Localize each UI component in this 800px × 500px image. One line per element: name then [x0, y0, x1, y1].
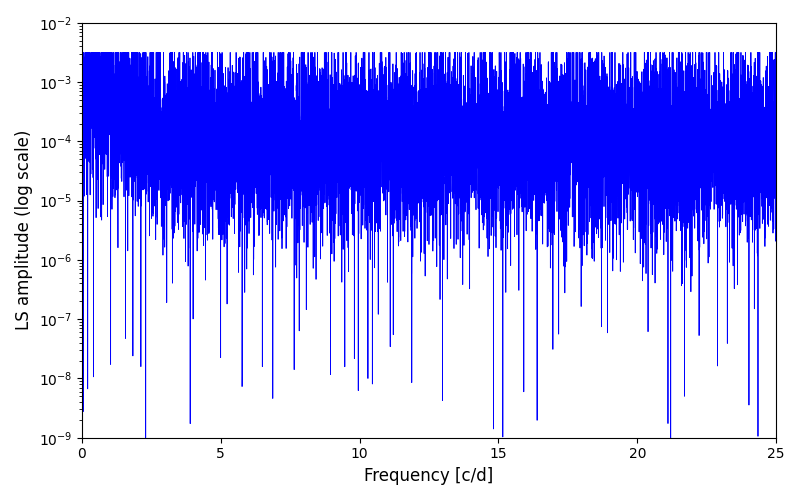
Y-axis label: LS amplitude (log scale): LS amplitude (log scale)	[15, 130, 33, 330]
X-axis label: Frequency [c/d]: Frequency [c/d]	[364, 467, 494, 485]
